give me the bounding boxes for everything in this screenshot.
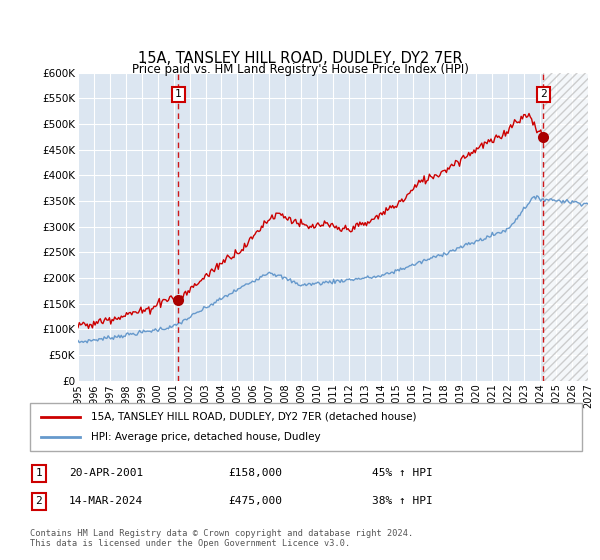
Text: 20-APR-2001: 20-APR-2001 [69, 468, 143, 478]
Text: £158,000: £158,000 [228, 468, 282, 478]
Text: 2: 2 [540, 90, 547, 99]
Text: 15A, TANSLEY HILL ROAD, DUDLEY, DY2 7ER: 15A, TANSLEY HILL ROAD, DUDLEY, DY2 7ER [137, 52, 463, 66]
Text: Contains HM Land Registry data © Crown copyright and database right 2024.
This d: Contains HM Land Registry data © Crown c… [30, 529, 413, 548]
Text: 45% ↑ HPI: 45% ↑ HPI [372, 468, 433, 478]
Text: 1: 1 [35, 468, 43, 478]
Text: 2: 2 [35, 496, 43, 506]
Text: 1: 1 [175, 90, 182, 99]
Text: 14-MAR-2024: 14-MAR-2024 [69, 496, 143, 506]
Text: Price paid vs. HM Land Registry's House Price Index (HPI): Price paid vs. HM Land Registry's House … [131, 63, 469, 77]
Text: HPI: Average price, detached house, Dudley: HPI: Average price, detached house, Dudl… [91, 432, 320, 442]
Text: 15A, TANSLEY HILL ROAD, DUDLEY, DY2 7ER (detached house): 15A, TANSLEY HILL ROAD, DUDLEY, DY2 7ER … [91, 412, 416, 422]
FancyBboxPatch shape [30, 403, 582, 451]
Text: £475,000: £475,000 [228, 496, 282, 506]
Text: 38% ↑ HPI: 38% ↑ HPI [372, 496, 433, 506]
